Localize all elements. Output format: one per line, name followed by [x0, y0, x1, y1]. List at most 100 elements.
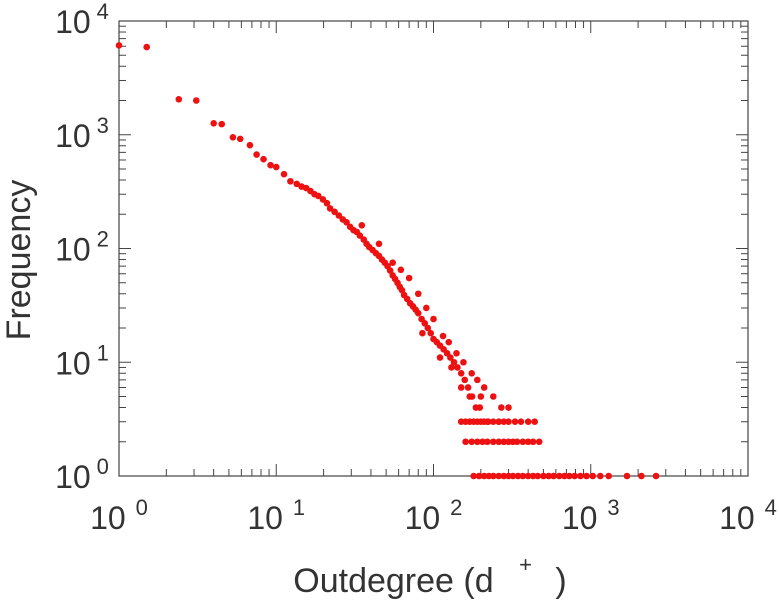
data-point	[605, 472, 612, 480]
data-point	[246, 141, 254, 149]
data-point	[229, 133, 237, 141]
data-point	[484, 438, 491, 446]
data-point	[445, 338, 453, 346]
data-point	[375, 240, 383, 248]
data-point	[323, 199, 331, 207]
data-point	[419, 329, 426, 337]
data-point	[505, 404, 512, 411]
data-point	[489, 393, 497, 400]
data-point	[475, 472, 483, 480]
data-point	[524, 418, 532, 426]
y-tick-label: 10 4	[55, 0, 109, 40]
data-point	[358, 221, 366, 229]
data-point	[531, 418, 538, 426]
data-point	[550, 472, 557, 480]
x-axis-label: Outdegree (d + )	[293, 542, 566, 600]
data-point	[421, 319, 429, 327]
data-point	[498, 404, 505, 411]
data-point	[535, 438, 543, 446]
data-point	[293, 180, 301, 188]
y-axis-label: Frequency	[0, 180, 38, 341]
y-tick-label: 10 0	[55, 454, 109, 495]
data-point	[466, 393, 474, 400]
data-point	[583, 472, 590, 480]
data-point	[495, 438, 503, 446]
data-point	[457, 369, 465, 377]
data-point	[529, 438, 537, 446]
x-tick-label: 10 3	[562, 495, 620, 536]
data-point	[414, 309, 422, 317]
data-point	[461, 376, 469, 384]
data-point	[439, 332, 447, 340]
data-point	[474, 376, 481, 384]
data-point	[454, 364, 461, 371]
data-point	[267, 161, 274, 169]
data-point	[500, 438, 508, 446]
data-point	[524, 438, 532, 446]
x-axis-label-close: )	[555, 562, 566, 600]
data-point	[253, 151, 260, 158]
data-point	[436, 354, 444, 361]
data-point	[505, 418, 512, 426]
data-point	[589, 472, 597, 480]
data-point	[529, 472, 537, 480]
data-point	[343, 218, 350, 226]
x-axis-label-main: Outdegree (d	[293, 562, 493, 600]
data-point	[430, 315, 437, 323]
data-point	[477, 393, 485, 400]
y-tick-label: 10 3	[55, 113, 109, 154]
data-point	[489, 472, 497, 480]
axis-ticks	[118, 21, 748, 477]
data-point	[460, 358, 467, 366]
y-tick-label: 10 2	[55, 227, 109, 268]
data-point	[577, 472, 584, 480]
data-point	[638, 472, 645, 480]
data-point	[464, 384, 472, 391]
data-point	[424, 324, 432, 332]
x-tick-label: 10 4	[719, 495, 777, 536]
data-point	[453, 349, 460, 357]
data-point	[314, 192, 322, 200]
data-point	[450, 358, 458, 366]
data-point	[462, 438, 469, 446]
data-point	[500, 418, 508, 426]
x-tick-label: 10 2	[405, 495, 463, 536]
data-point	[427, 329, 435, 337]
data-point	[468, 438, 476, 446]
data-point	[236, 135, 244, 143]
data-point	[555, 472, 563, 480]
y-tick-label: 10 1	[55, 340, 109, 381]
data-point	[561, 472, 568, 480]
data-point	[326, 205, 334, 212]
x-axis-label-superscript: +	[519, 552, 532, 577]
data-point	[623, 472, 631, 480]
data-point	[509, 472, 517, 480]
data-point	[534, 472, 542, 480]
data-point	[514, 472, 522, 480]
data-point	[652, 472, 660, 480]
data-point	[218, 120, 226, 128]
data-point	[480, 384, 488, 391]
data-point	[524, 472, 532, 480]
data-point	[468, 369, 476, 377]
data-point	[511, 418, 519, 426]
data-point	[565, 472, 573, 480]
data-point	[480, 472, 488, 480]
data-point	[476, 404, 484, 411]
data-point	[175, 95, 183, 103]
x-tick-label: 10 1	[247, 495, 305, 536]
plot-frame	[118, 20, 749, 477]
data-point	[414, 290, 422, 298]
data-point	[115, 42, 123, 49]
data-point	[272, 163, 280, 171]
data-points	[115, 42, 660, 480]
data-point	[540, 472, 547, 480]
data-point	[489, 438, 497, 446]
data-point	[287, 177, 294, 185]
tick-labels: 10 0 10 1 10 2 10 3 10 4 10 0 10 1 10 2 10 3 10 4	[55, 0, 777, 536]
data-point	[477, 418, 485, 426]
data-point	[448, 364, 455, 371]
data-point	[397, 266, 405, 274]
data-point	[489, 418, 497, 426]
